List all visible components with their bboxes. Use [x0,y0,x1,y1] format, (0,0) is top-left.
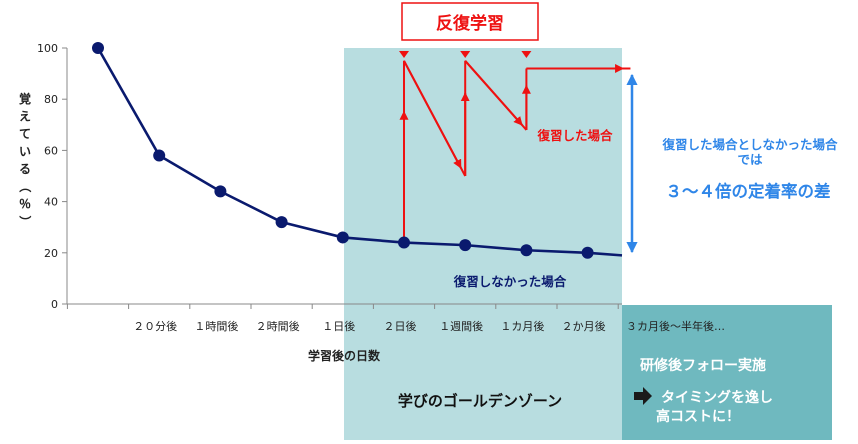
x-axis-title: 学習後の日数 [308,348,381,363]
no-review-point [275,216,288,229]
right-arrow-icon [634,387,652,405]
review-mark [460,51,471,58]
review-mark [521,51,532,58]
no-review-line [96,47,623,257]
highlight-glow [630,103,858,247]
y-axis-title-char: て [19,127,31,141]
no-review-point [153,149,166,162]
no-review-point [214,185,227,198]
difference-highlight: ３～４倍の定着率の差 [666,181,831,201]
y-axis-title-char: い [19,145,31,159]
no-review-point [459,239,472,252]
x-tick-label: ２時間後 [256,319,300,333]
review-arrowhead [464,60,523,126]
not-reviewed-series-label: 復習しなかった場合 [453,274,567,289]
x-tick-label: ２日後 [384,319,417,333]
no-review-series-layer [92,42,623,259]
x-tick-label: １週間後 [439,319,483,333]
followup-region [622,305,832,440]
y-tick-label: 0 [51,298,58,311]
x-tick-label: ２０分後 [133,319,177,333]
review-arrowhead [403,60,462,169]
review-series-layer [399,51,631,243]
y-axis-title-char: え [19,110,31,124]
followup-title: 研修後フォロー実施 [640,357,766,374]
x-tick-label: １時間後 [194,319,238,333]
y-tick-label: 20 [44,247,58,260]
no-review-point [581,246,594,259]
y-tick-label: 40 [44,196,58,209]
followup-line1: タイミングを逸し [661,389,773,406]
review-title-box [401,2,539,41]
no-review-point [92,42,104,54]
y-axis-title-char: （ [18,180,33,192]
review-title: 反復学習 [436,13,504,34]
no-review-point [398,236,410,249]
y-tick-label: 60 [44,144,58,157]
axes: 0 20 40 60 80 100 ２０分後 １時間後 ２時間後 １日後 ２日後 １週間後 １カ月後 ２か… [18,42,725,363]
x-tick-label: ２か月後 [562,319,606,333]
y-axis-title-char: ％ [19,197,31,211]
y-axis-title-char: ） [18,215,33,227]
difference-note-line2: では [737,152,763,167]
reviewed-series-label: 復習した場合 [536,128,613,143]
golden-zone-label: 学びのゴールデンゾーン [398,392,562,410]
x-extra-label: ３カ月後～半年後… [626,319,725,333]
y-tick-label: 80 [44,93,58,106]
y-axis-title-char: 覚 [19,91,31,106]
x-tick-label: １カ月後 [500,319,544,333]
difference-note-line1: 復習した場合としなかった場合 [661,137,838,152]
no-review-point [520,244,533,257]
y-tick-label: 100 [37,42,58,55]
golden-zone-region [344,48,622,440]
x-tick-label: １日後 [322,319,355,333]
followup-line2: 高コストに！ [656,408,740,425]
no-review-point [336,231,349,244]
review-mark [399,51,409,58]
y-axis-title-char: る [19,162,31,176]
